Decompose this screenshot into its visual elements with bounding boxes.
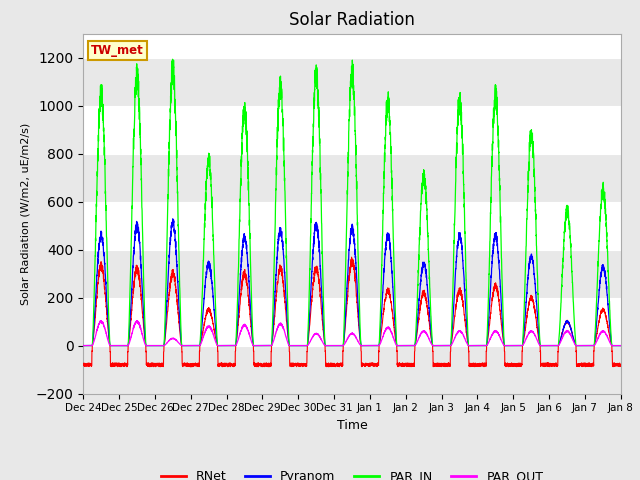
Pyranom [79,343,87,348]
Pyranom [503,343,511,348]
PAR_OUT [176,341,184,347]
PAR_OUT [617,343,625,348]
RNet [616,363,624,369]
RNet [79,361,87,367]
PAR_IN [616,343,624,348]
RNet [443,363,451,369]
Pyranom [332,343,340,348]
Pyranom [472,343,480,348]
PAR_OUT [443,343,451,348]
PAR_IN [443,343,451,348]
Bar [83,58,621,106]
Pyranom [443,343,451,348]
RNet [188,364,195,370]
RNet [348,254,355,260]
Title: Solar Radiation: Solar Radiation [289,11,415,29]
Pyranom [617,343,625,348]
PAR_IN [169,56,177,62]
PAR_IN [472,343,480,348]
PAR_IN [176,291,184,297]
Bar [83,346,621,394]
PAR_OUT [503,343,511,348]
PAR_IN [503,343,511,348]
RNet [617,362,625,368]
PAR_IN [332,343,340,348]
PAR_OUT [616,343,624,348]
RNet [176,328,184,334]
Legend: RNet, Pyranom, PAR_IN, PAR_OUT: RNet, Pyranom, PAR_IN, PAR_OUT [156,465,548,480]
X-axis label: Time: Time [337,419,367,432]
PAR_OUT [97,318,105,324]
PAR_IN [617,343,625,348]
PAR_OUT [79,343,87,348]
Line: Pyranom: Pyranom [83,219,621,346]
Bar [83,154,621,202]
Bar [83,250,621,298]
Line: PAR_OUT: PAR_OUT [83,321,621,346]
Pyranom [616,343,624,348]
Pyranom [176,321,184,327]
RNet [332,363,340,369]
RNet [503,362,511,368]
Y-axis label: Solar Radiation (W/m2, uE/m2/s): Solar Radiation (W/m2, uE/m2/s) [20,122,30,305]
RNet [473,361,481,367]
Line: RNet: RNet [83,257,621,367]
Line: PAR_IN: PAR_IN [83,59,621,346]
Pyranom [169,216,177,222]
PAR_IN [79,343,87,348]
PAR_OUT [332,343,340,348]
Text: TW_met: TW_met [92,44,144,58]
PAR_OUT [472,343,480,348]
